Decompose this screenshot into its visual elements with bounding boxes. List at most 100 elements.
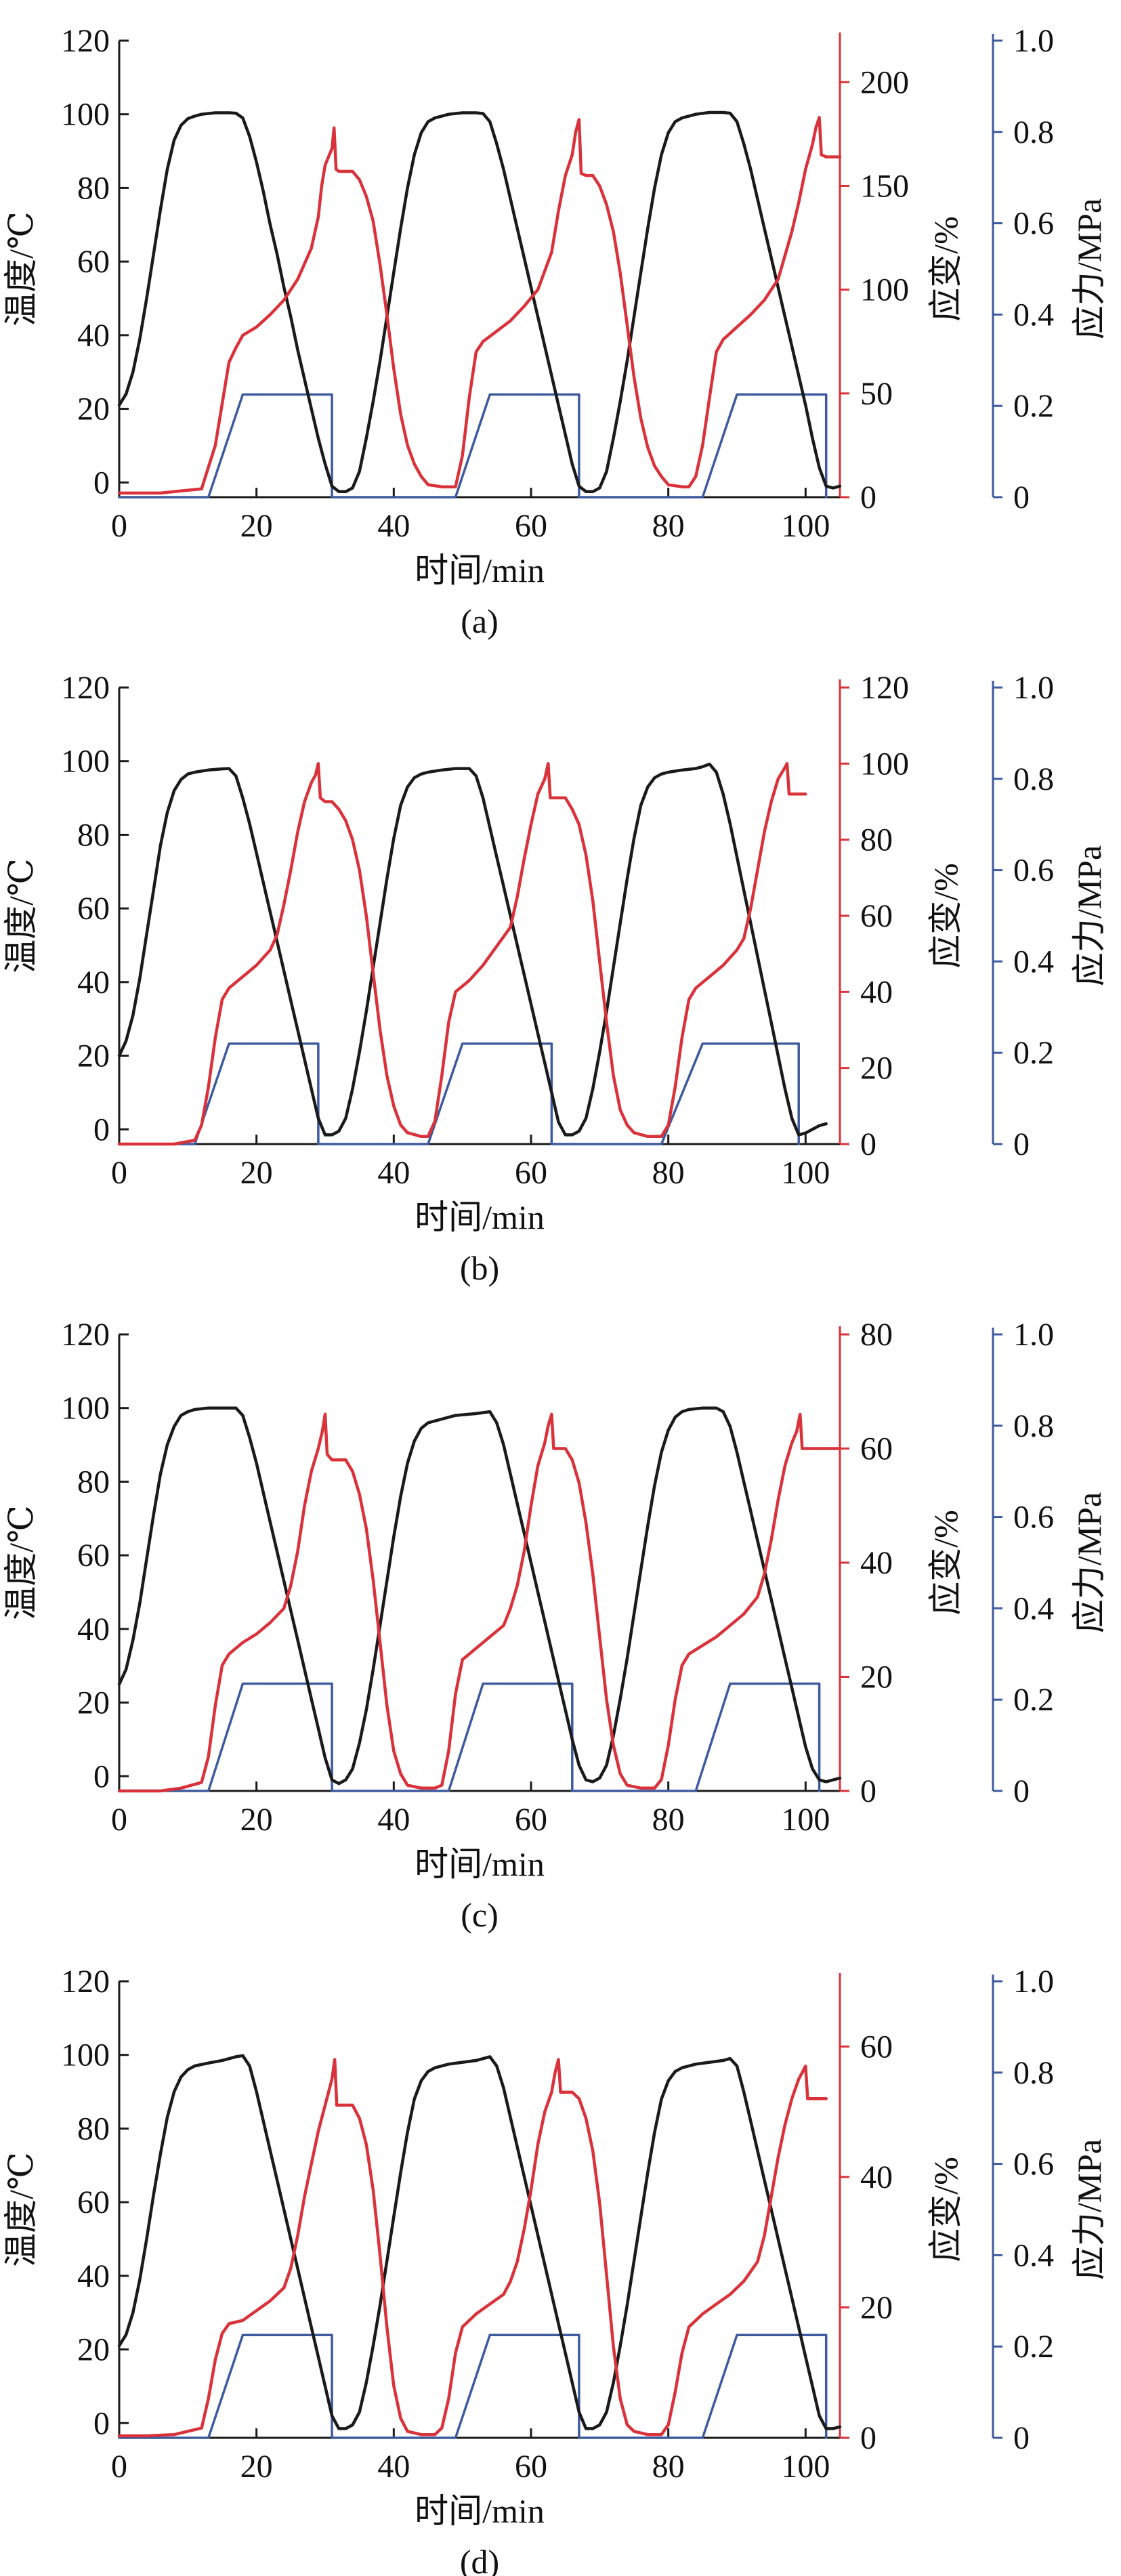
x-tick-label: 60	[515, 1802, 547, 1838]
x-tick-label: 0	[111, 1802, 127, 1838]
strain-axis-title: 应变/%	[927, 2157, 965, 2262]
strain-tick-label: 0	[860, 480, 876, 515]
stress-line	[118, 1682, 821, 1792]
strain-tick-label: 0	[860, 1126, 876, 1162]
left-axis-title: 温度/℃	[2, 211, 40, 326]
left-tick-label: 20	[77, 1038, 110, 1074]
left-tick-label: 100	[61, 97, 110, 133]
strain-tick-label: 20	[860, 1051, 893, 1086]
chart-panel-d: 0 20 40 60 80 100 0 20 40 60 80 100 120 0 20 40 60 0 0.2 0.…	[2, 1964, 1108, 2576]
chart-panel-b: 0 20 40 60 80 100 0 20 40 60 80 100 120 0 20 40 60 80 100 1…	[2, 670, 1108, 1287]
left-tick-label: 80	[77, 170, 110, 206]
strain-tick-label: 20	[860, 2289, 893, 2325]
temperature-line	[117, 1406, 842, 1786]
x-tick-label: 40	[377, 1155, 410, 1191]
stress-line	[118, 1042, 800, 1145]
panel-caption: (d)	[460, 2543, 499, 2576]
x-tick-label: 20	[240, 2449, 273, 2485]
chart-panel-c: 0 20 40 60 80 100 0 20 40 60 80 100 120 0 20 40 60 80 0 0.2…	[2, 1317, 1108, 1934]
left-axis-title: 温度/℃	[2, 858, 40, 973]
x-tick-label: 0	[111, 508, 127, 544]
strain-axis-title: 应变/%	[927, 1510, 965, 1616]
strain-line	[117, 762, 807, 1146]
stress-tick-label: 0.6	[1013, 2147, 1054, 2182]
stress-tick-label: 0.8	[1013, 761, 1054, 797]
stress-tick-label: 1.0	[1013, 670, 1054, 706]
chart-panel-a: 0 20 40 60 80 100 0 20 40 60 80 100 120 0 50 100 150 200 0…	[2, 23, 1108, 640]
panel-caption: (c)	[461, 1896, 499, 1934]
x-tick-label: 60	[515, 508, 547, 544]
temperature-line	[117, 110, 842, 494]
left-tick-label: 120	[61, 670, 110, 706]
x-tick-label: 60	[515, 2449, 547, 2485]
x-tick-label: 40	[377, 2449, 410, 2485]
x-axis-title: 时间/min	[415, 1198, 545, 1236]
left-tick-label: 40	[77, 965, 110, 1000]
x-tick-label: 20	[240, 1155, 273, 1191]
strain-tick-label: 100	[860, 272, 909, 308]
strain-tick-label: 120	[860, 670, 909, 706]
left-tick-label: 80	[77, 1464, 110, 1500]
left-tick-label: 20	[77, 2332, 110, 2368]
stress-tick-label: 1.0	[1013, 23, 1054, 59]
x-tick-label: 20	[240, 508, 273, 544]
strain-tick-label: 60	[860, 2029, 893, 2065]
strain-tick-label: 60	[860, 898, 893, 934]
strain-tick-label: 150	[860, 168, 909, 204]
left-tick-label: 120	[61, 23, 110, 59]
stress-tick-label: 0	[1013, 1126, 1030, 1162]
stress-tick-label: 0.6	[1013, 206, 1054, 242]
x-tick-label: 100	[781, 2449, 830, 2485]
stress-tick-label: 0.2	[1013, 1035, 1054, 1071]
strain-tick-label: 50	[860, 376, 893, 412]
x-axis-title: 时间/min	[415, 2492, 545, 2530]
stress-line	[118, 2334, 828, 2439]
strain-tick-label: 40	[860, 1545, 893, 1581]
left-tick-label: 20	[77, 1685, 110, 1721]
left-tick-label: 60	[77, 2184, 110, 2220]
x-axis-title: 时间/min	[415, 551, 545, 589]
x-tick-label: 0	[111, 2449, 127, 2485]
temperature-line	[117, 2054, 842, 2430]
left-tick-label: 40	[77, 2258, 110, 2294]
left-tick-label: 0	[93, 465, 110, 501]
strain-tick-label: 100	[860, 746, 909, 782]
stress-tick-label: 0.4	[1013, 1590, 1054, 1626]
stress-tick-label: 1.0	[1013, 1964, 1054, 2000]
left-tick-label: 120	[61, 1317, 110, 1353]
stress-tick-label: 0.2	[1013, 2329, 1054, 2365]
strain-line	[117, 2058, 828, 2438]
strain-axis-title: 应变/%	[927, 863, 965, 969]
left-tick-label: 0	[93, 1758, 110, 1794]
stress-tick-label: 0.8	[1013, 114, 1054, 150]
stress-tick-label: 0.4	[1013, 944, 1054, 979]
left-tick-label: 20	[77, 392, 110, 427]
strain-line	[117, 1412, 842, 1793]
x-tick-label: 40	[377, 508, 410, 544]
stress-axis-title: 应力/MPa	[1070, 1492, 1108, 1633]
stress-tick-label: 0.2	[1013, 1682, 1054, 1718]
temperature-line	[117, 762, 828, 1137]
strain-tick-label: 0	[860, 1773, 876, 1809]
x-tick-label: 0	[111, 1155, 127, 1191]
left-tick-label: 80	[77, 817, 110, 853]
panel-caption: (b)	[460, 1249, 499, 1287]
x-tick-label: 40	[377, 1802, 410, 1838]
stress-tick-label: 0.8	[1013, 2055, 1054, 2091]
strain-tick-label: 40	[860, 2159, 893, 2195]
strain-tick-label: 200	[860, 64, 909, 100]
left-tick-label: 60	[77, 244, 110, 280]
stress-tick-label: 1.0	[1013, 1317, 1054, 1353]
strain-tick-label: 80	[860, 822, 893, 858]
stress-tick-label: 0.6	[1013, 853, 1054, 889]
left-tick-label: 100	[61, 744, 110, 780]
left-tick-label: 120	[61, 1964, 110, 2000]
stress-tick-label: 0.8	[1013, 1408, 1054, 1444]
stress-tick-label: 0.2	[1013, 388, 1054, 424]
stress-tick-label: 0.6	[1013, 1500, 1054, 1536]
strain-line	[117, 116, 842, 495]
left-tick-label: 0	[93, 1112, 110, 1147]
stress-axis-title: 应力/MPa	[1070, 198, 1108, 339]
stress-tick-label: 0	[1013, 480, 1030, 515]
